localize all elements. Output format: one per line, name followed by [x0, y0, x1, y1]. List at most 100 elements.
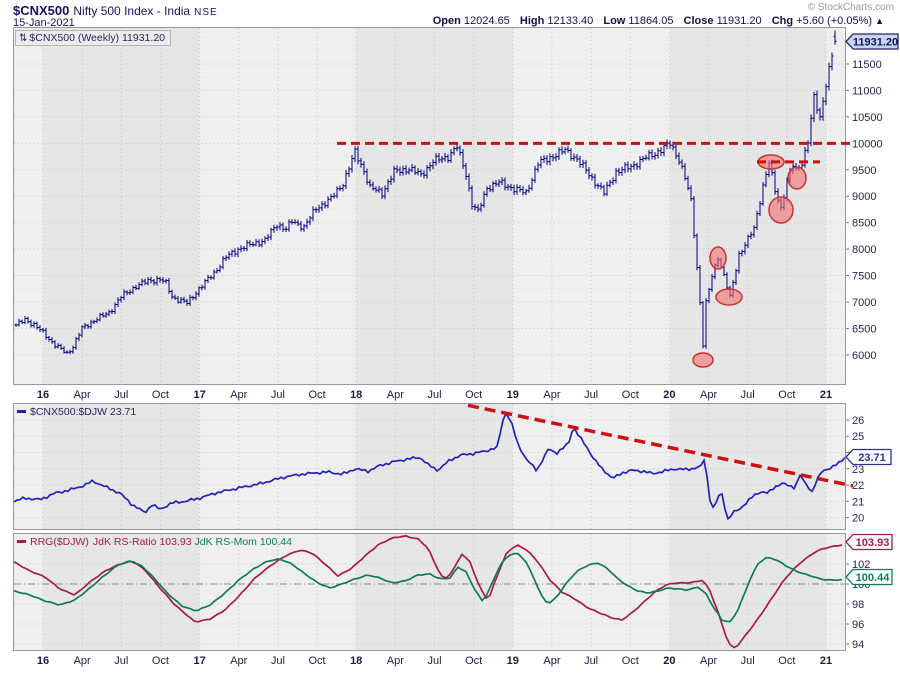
x-tick-label: Jul [741, 389, 755, 401]
ratio-panel-legend[interactable]: $CNX500:$DJW 23.71 [17, 406, 136, 418]
x-tick-label: Jul [427, 389, 441, 401]
ratio-panel: 26252423222120 [13, 403, 864, 530]
price-style-icon: ⇅ [19, 33, 28, 44]
x-tick-label: Jul [271, 655, 285, 667]
x-tick-label: 20 [663, 655, 675, 667]
y-tick-label: 102 [852, 559, 870, 571]
y-tick-label: 10500 [852, 112, 883, 124]
y-tick-label: 9500 [852, 165, 876, 177]
x-tick-label: 20 [663, 389, 675, 401]
y-tick-label: 6000 [852, 350, 876, 362]
rs-ratio-tag-text: 103.93 [856, 537, 890, 549]
rs-mom-tag [845, 568, 893, 586]
y-tick-label: 21 [852, 496, 864, 508]
high-label: High [519, 15, 545, 27]
ratio-line [14, 411, 845, 521]
rs-mom-tag-text: 100.44 [856, 572, 891, 584]
x-tick-label: Oct [465, 655, 482, 667]
y-tick-label: 8000 [852, 244, 876, 256]
x-tick-label: Jul [427, 655, 441, 667]
x-tick-label: 17 [193, 389, 205, 401]
x-tick-label: Apr [543, 389, 560, 401]
x-tick-label: Oct [778, 389, 795, 401]
x-tick-label: 21 [820, 389, 832, 401]
open-label: Open [432, 15, 461, 27]
rrg-symbol-text: RRG($DJW) [30, 536, 89, 548]
y-tick-label: 25 [852, 431, 864, 443]
annotation-ellipse [692, 352, 714, 368]
x-tick-label: Apr [74, 655, 91, 667]
ratio-tag-text: 23.71 [858, 452, 886, 464]
x-tick-label: 18 [350, 655, 362, 667]
y-tick-label: 11000 [852, 85, 882, 97]
year-shade-band [670, 404, 826, 529]
main-legend-text: $CNX500 (Weekly) 11931.20 [29, 32, 165, 44]
annotation-ellipse [768, 196, 794, 224]
x-tick-label: Oct [308, 389, 325, 401]
x-tick-label: Apr [74, 389, 91, 401]
y-tick-label: 23 [852, 464, 864, 476]
copyright: © StockCharts.com [807, 2, 894, 13]
low-label: Low [603, 15, 626, 27]
close-label: Close [683, 15, 714, 27]
x-tick-label: Apr [230, 389, 247, 401]
ratio-tag [845, 448, 892, 466]
y-tick-label: 96 [852, 619, 864, 631]
open-value: 12024.65 [463, 15, 510, 27]
x-tick-label: Apr [387, 389, 404, 401]
rrg-ratio-text: JdK RS-Ratio 103.93 [92, 536, 192, 548]
symbol-name: Nifty 500 Index - India [73, 4, 191, 18]
high-value: 12133.40 [547, 15, 594, 27]
rrg-panel: 102100989694 [13, 533, 870, 651]
x-tick-label: Jul [741, 655, 755, 667]
x-tick-label: Oct [308, 655, 325, 667]
y-tick-label: 94 [852, 639, 864, 651]
rs-mom-line [14, 552, 843, 623]
x-tick-label: Oct [622, 389, 639, 401]
y-tick-label: 26 [852, 415, 864, 427]
x-tick-label: Jul [114, 389, 128, 401]
y-tick-label: 10000 [852, 138, 883, 150]
x-tick-label: Jul [584, 389, 598, 401]
x-tick-label: 16 [37, 655, 49, 667]
year-shade-band [43, 404, 199, 529]
annotation-ellipse [787, 166, 807, 190]
x-tick-label: 17 [193, 655, 205, 667]
x-tick-label: 18 [350, 389, 362, 401]
x-tick-label: Apr [387, 655, 404, 667]
exchange: NSE [194, 7, 218, 18]
rs-ratio-tag [845, 533, 893, 551]
x-tick-label: Jul [114, 655, 128, 667]
year-shade-band [356, 404, 513, 529]
blue-line-swatch-icon [17, 409, 26, 413]
low-value: 11864.05 [628, 15, 674, 27]
main-price-panel: 11500 11000 10500 10000 9500 9000 8500 8000 7500… [13, 27, 883, 385]
y-tick-label: 11500 [852, 59, 882, 71]
main-panel-legend[interactable]: ⇅ $CNX500 (Weekly) 11931.20 [15, 30, 171, 46]
weekly-ohlc-bars [14, 30, 837, 355]
close-value: 11931.20 [716, 15, 762, 27]
price-tag-text: 11931.20 [853, 37, 898, 49]
up-triangle-icon: ▲ [875, 16, 884, 26]
year-shade-band [43, 28, 199, 384]
x-tick-label: Apr [700, 389, 717, 401]
x-tick-label: 21 [820, 655, 832, 667]
y-tick-label: 20 [852, 513, 864, 525]
chart-title: $CNX500 Nifty 500 Index - India NSE [13, 2, 218, 20]
chg-label: Chg [771, 15, 794, 27]
price-tag [845, 33, 899, 50]
y-tick-label: 6500 [852, 323, 876, 335]
x-tick-label: Oct [152, 389, 169, 401]
x-tick-label: Oct [778, 655, 795, 667]
rrg-panel-legend[interactable]: RRG($DJW) JdK RS-Ratio 103.93 JdK RS-Mom … [17, 536, 292, 548]
annotation-ellipse [715, 288, 743, 306]
y-tick-label: 7000 [852, 297, 876, 309]
x-tick-label: 19 [507, 389, 519, 401]
downtrend-dashed-line [467, 403, 854, 488]
x-tick-label: Oct [622, 655, 639, 667]
y-tick-label: 7500 [852, 271, 876, 283]
x-tick-label: Apr [543, 655, 560, 667]
chart-date: 15-Jan-2021 [13, 17, 75, 29]
